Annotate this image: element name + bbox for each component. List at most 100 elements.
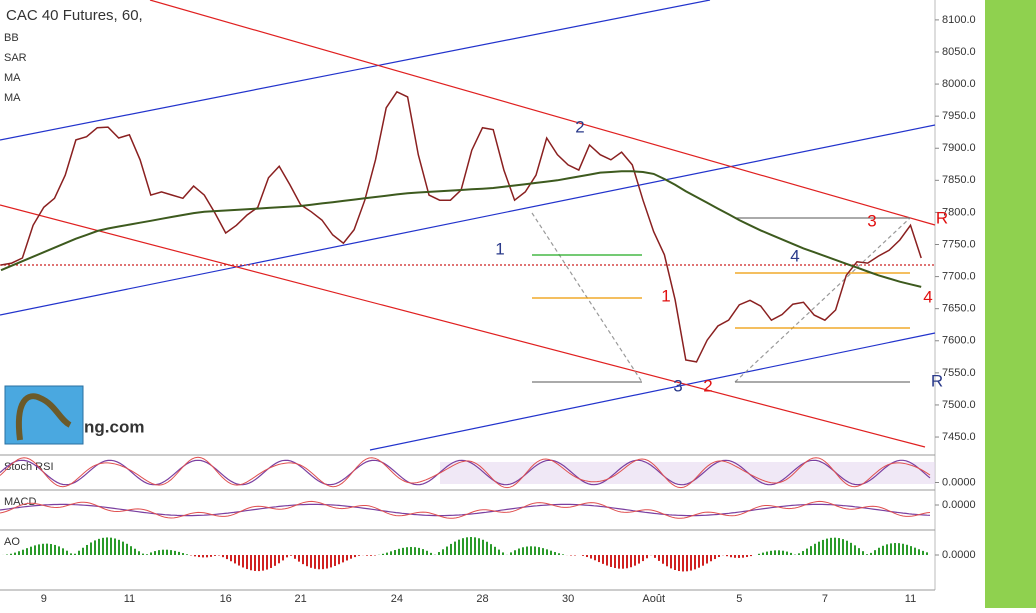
histogram-bar (166, 550, 168, 555)
histogram-bar (474, 537, 476, 555)
histogram-bar (498, 550, 500, 555)
histogram-bar (834, 538, 836, 555)
histogram-bar (302, 555, 304, 564)
histogram-bar (862, 551, 864, 555)
histogram-bar (686, 555, 688, 571)
histogram-bar (70, 553, 72, 555)
histogram-bar (462, 538, 464, 555)
histogram-bar (490, 544, 492, 555)
histogram-bar (658, 555, 660, 561)
histogram-bar (170, 550, 172, 555)
y-tick-label: 7900.0 (942, 142, 976, 154)
histogram-bar (818, 542, 820, 555)
histogram-bar (586, 555, 588, 557)
histogram-bar (330, 555, 332, 567)
x-tick-label: 5 (736, 593, 742, 605)
histogram-bar (58, 546, 60, 555)
histogram-bar (718, 555, 720, 557)
histogram-bar (22, 550, 24, 555)
histogram-bar (902, 544, 904, 555)
histogram-bar (110, 538, 112, 555)
histogram-bar (42, 544, 44, 555)
histogram-bar (222, 555, 224, 557)
histogram-bar (322, 555, 324, 569)
histogram-bar (502, 552, 504, 555)
histogram-bar (706, 555, 708, 564)
histogram-bar (382, 554, 384, 555)
indicator-label: MA (4, 72, 21, 84)
y-tick-label: 0.0000 (942, 476, 976, 488)
histogram-bar (254, 555, 256, 571)
y-tick-label: 7550.0 (942, 367, 976, 379)
annotation: 1 (661, 286, 670, 305)
x-tick-label: 9 (41, 593, 47, 605)
histogram-bar (126, 544, 128, 555)
y-tick-label: 7600.0 (942, 335, 976, 347)
y-tick-label: 7650.0 (942, 303, 976, 315)
histogram-bar (806, 549, 808, 555)
y-tick-label: 8100.0 (942, 14, 976, 26)
indicator-label: MA (4, 92, 21, 104)
histogram-bar (446, 547, 448, 555)
histogram-bar (26, 548, 28, 555)
histogram-bar (118, 540, 120, 555)
histogram-bar (786, 552, 788, 555)
histogram-bar (82, 548, 84, 555)
histogram-bar (730, 555, 732, 557)
histogram-bar (406, 547, 408, 555)
histogram-bar (482, 540, 484, 555)
histogram-bar (822, 540, 824, 555)
histogram-bar (470, 537, 472, 555)
histogram-bar (690, 555, 692, 571)
histogram-bar (770, 551, 772, 555)
histogram-bar (634, 555, 636, 566)
histogram-bar (886, 544, 888, 555)
histogram-bar (438, 552, 440, 555)
histogram-bar (18, 551, 20, 555)
histogram-bar (810, 546, 812, 555)
y-tick-label: 7850.0 (942, 174, 976, 186)
histogram-bar (102, 538, 104, 555)
histogram-bar (890, 543, 892, 555)
histogram-bar (238, 555, 240, 566)
histogram-bar (802, 551, 804, 555)
histogram-bar (342, 555, 344, 562)
histogram-bar (66, 551, 68, 555)
histogram-bar (178, 552, 180, 555)
x-tick-label: 28 (476, 593, 488, 605)
histogram-bar (618, 555, 620, 569)
histogram-bar (226, 555, 228, 559)
histogram-bar (766, 552, 768, 555)
histogram-bar (454, 542, 456, 555)
histogram-bar (202, 555, 204, 557)
histogram-bar (350, 555, 352, 559)
histogram-bar (98, 539, 100, 555)
y-tick-label: 0.0000 (942, 499, 976, 511)
histogram-bar (326, 555, 328, 569)
histogram-bar (198, 555, 200, 557)
histogram-bar (298, 555, 300, 562)
histogram-bar (914, 548, 916, 555)
histogram-bar (410, 547, 412, 555)
histogram-bar (426, 551, 428, 555)
histogram-bar (242, 555, 244, 567)
histogram-bar (278, 555, 280, 563)
histogram-bar (386, 553, 388, 555)
x-tick-label: Août (642, 593, 665, 605)
x-tick-label: 30 (562, 593, 574, 605)
histogram-bar (926, 552, 928, 555)
y-tick-label: 7950.0 (942, 110, 976, 122)
histogram-bar (450, 544, 452, 555)
annotation: 1 (495, 239, 504, 258)
histogram-bar (234, 555, 236, 563)
histogram-bar (86, 545, 88, 555)
histogram-bar (538, 547, 540, 555)
histogram-bar (694, 555, 696, 569)
histogram-bar (782, 551, 784, 555)
histogram-bar (422, 549, 424, 555)
histogram-bar (594, 555, 596, 560)
histogram-bar (318, 555, 320, 569)
histogram-bar (130, 546, 132, 555)
logo-text: ng.com (84, 417, 144, 436)
